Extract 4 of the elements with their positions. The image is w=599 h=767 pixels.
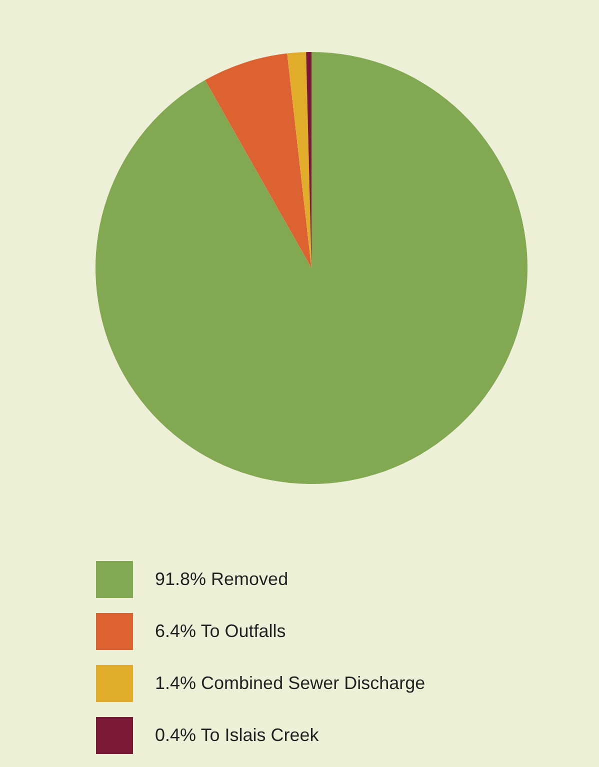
- legend-label: 6.4% To Outfalls: [155, 620, 286, 642]
- legend-label: 91.8% Removed: [155, 568, 288, 590]
- legend-label: 1.4% Combined Sewer Discharge: [155, 672, 426, 694]
- legend-label: 0.4% To Islais Creek: [155, 724, 319, 746]
